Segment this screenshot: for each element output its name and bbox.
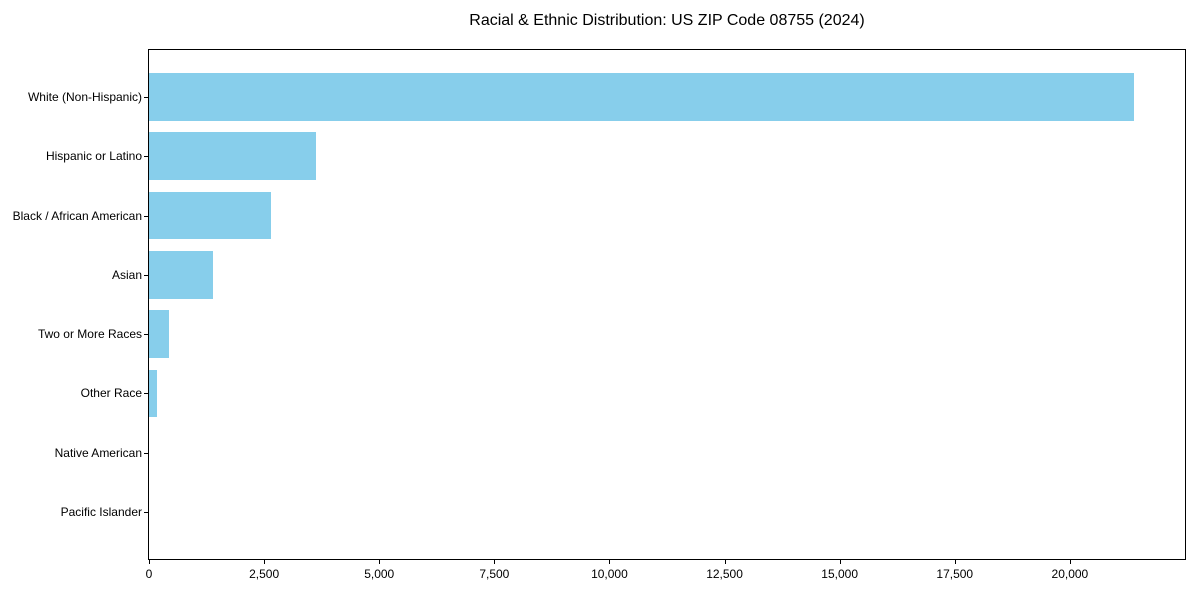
x-axis-tick: [379, 560, 381, 564]
x-axis-tick: [609, 560, 611, 564]
x-axis-tick: [264, 560, 266, 564]
y-axis-label: Hispanic or Latino: [45, 149, 142, 164]
x-axis-tick-label: 7,500: [479, 567, 510, 581]
x-axis-tick-label: 2,500: [249, 567, 280, 581]
x-axis-tick: [839, 560, 841, 564]
y-axis-label: Two or More Races: [37, 327, 142, 342]
y-axis-tick: [144, 452, 148, 454]
y-axis-tick: [144, 215, 148, 217]
y-axis-label: Asian: [111, 267, 142, 282]
y-axis-label: White (Non-Hispanic): [27, 89, 142, 104]
bar-hispanic-or-latino: [149, 132, 316, 180]
x-axis-tick: [149, 560, 150, 564]
bar-black-african-american: [149, 191, 272, 240]
x-axis-tick-label: 10,000: [591, 567, 628, 581]
y-axis-tick: [144, 512, 148, 514]
x-axis-tick-label: 5,000: [364, 567, 395, 581]
y-axis-label: Native American: [54, 445, 142, 460]
x-axis-tick-label: 20,000: [1051, 567, 1089, 581]
y-axis-tick: [144, 96, 148, 98]
bar-asian: [149, 251, 214, 299]
y-axis-tick: [144, 156, 148, 158]
x-axis-tick-label: 12,500: [706, 567, 743, 581]
bar-two-or-more-races: [149, 310, 170, 358]
y-axis-label: Other Race: [80, 386, 142, 401]
plot-area: [148, 49, 1186, 560]
y-axis-tick: [144, 334, 148, 336]
x-axis-tick-label: 0: [145, 567, 153, 581]
x-axis-tick: [1069, 560, 1071, 564]
x-axis-tick: [494, 560, 496, 564]
x-axis-tick-label: 17,500: [936, 567, 974, 581]
y-axis-tick: [144, 393, 148, 395]
x-axis-tick-label: 15,000: [821, 567, 858, 581]
x-axis-tick: [954, 560, 956, 564]
bar-other-race: [149, 369, 158, 418]
x-axis-tick: [724, 560, 726, 564]
bar-white-non-hispanic: [149, 73, 1135, 121]
chart-title: Racial & Ethnic Distribution: US ZIP Cod…: [469, 12, 865, 29]
y-axis-label: Black / African American: [12, 208, 142, 223]
y-axis-label: Pacific Islander: [60, 505, 142, 520]
y-axis-tick: [144, 274, 148, 276]
